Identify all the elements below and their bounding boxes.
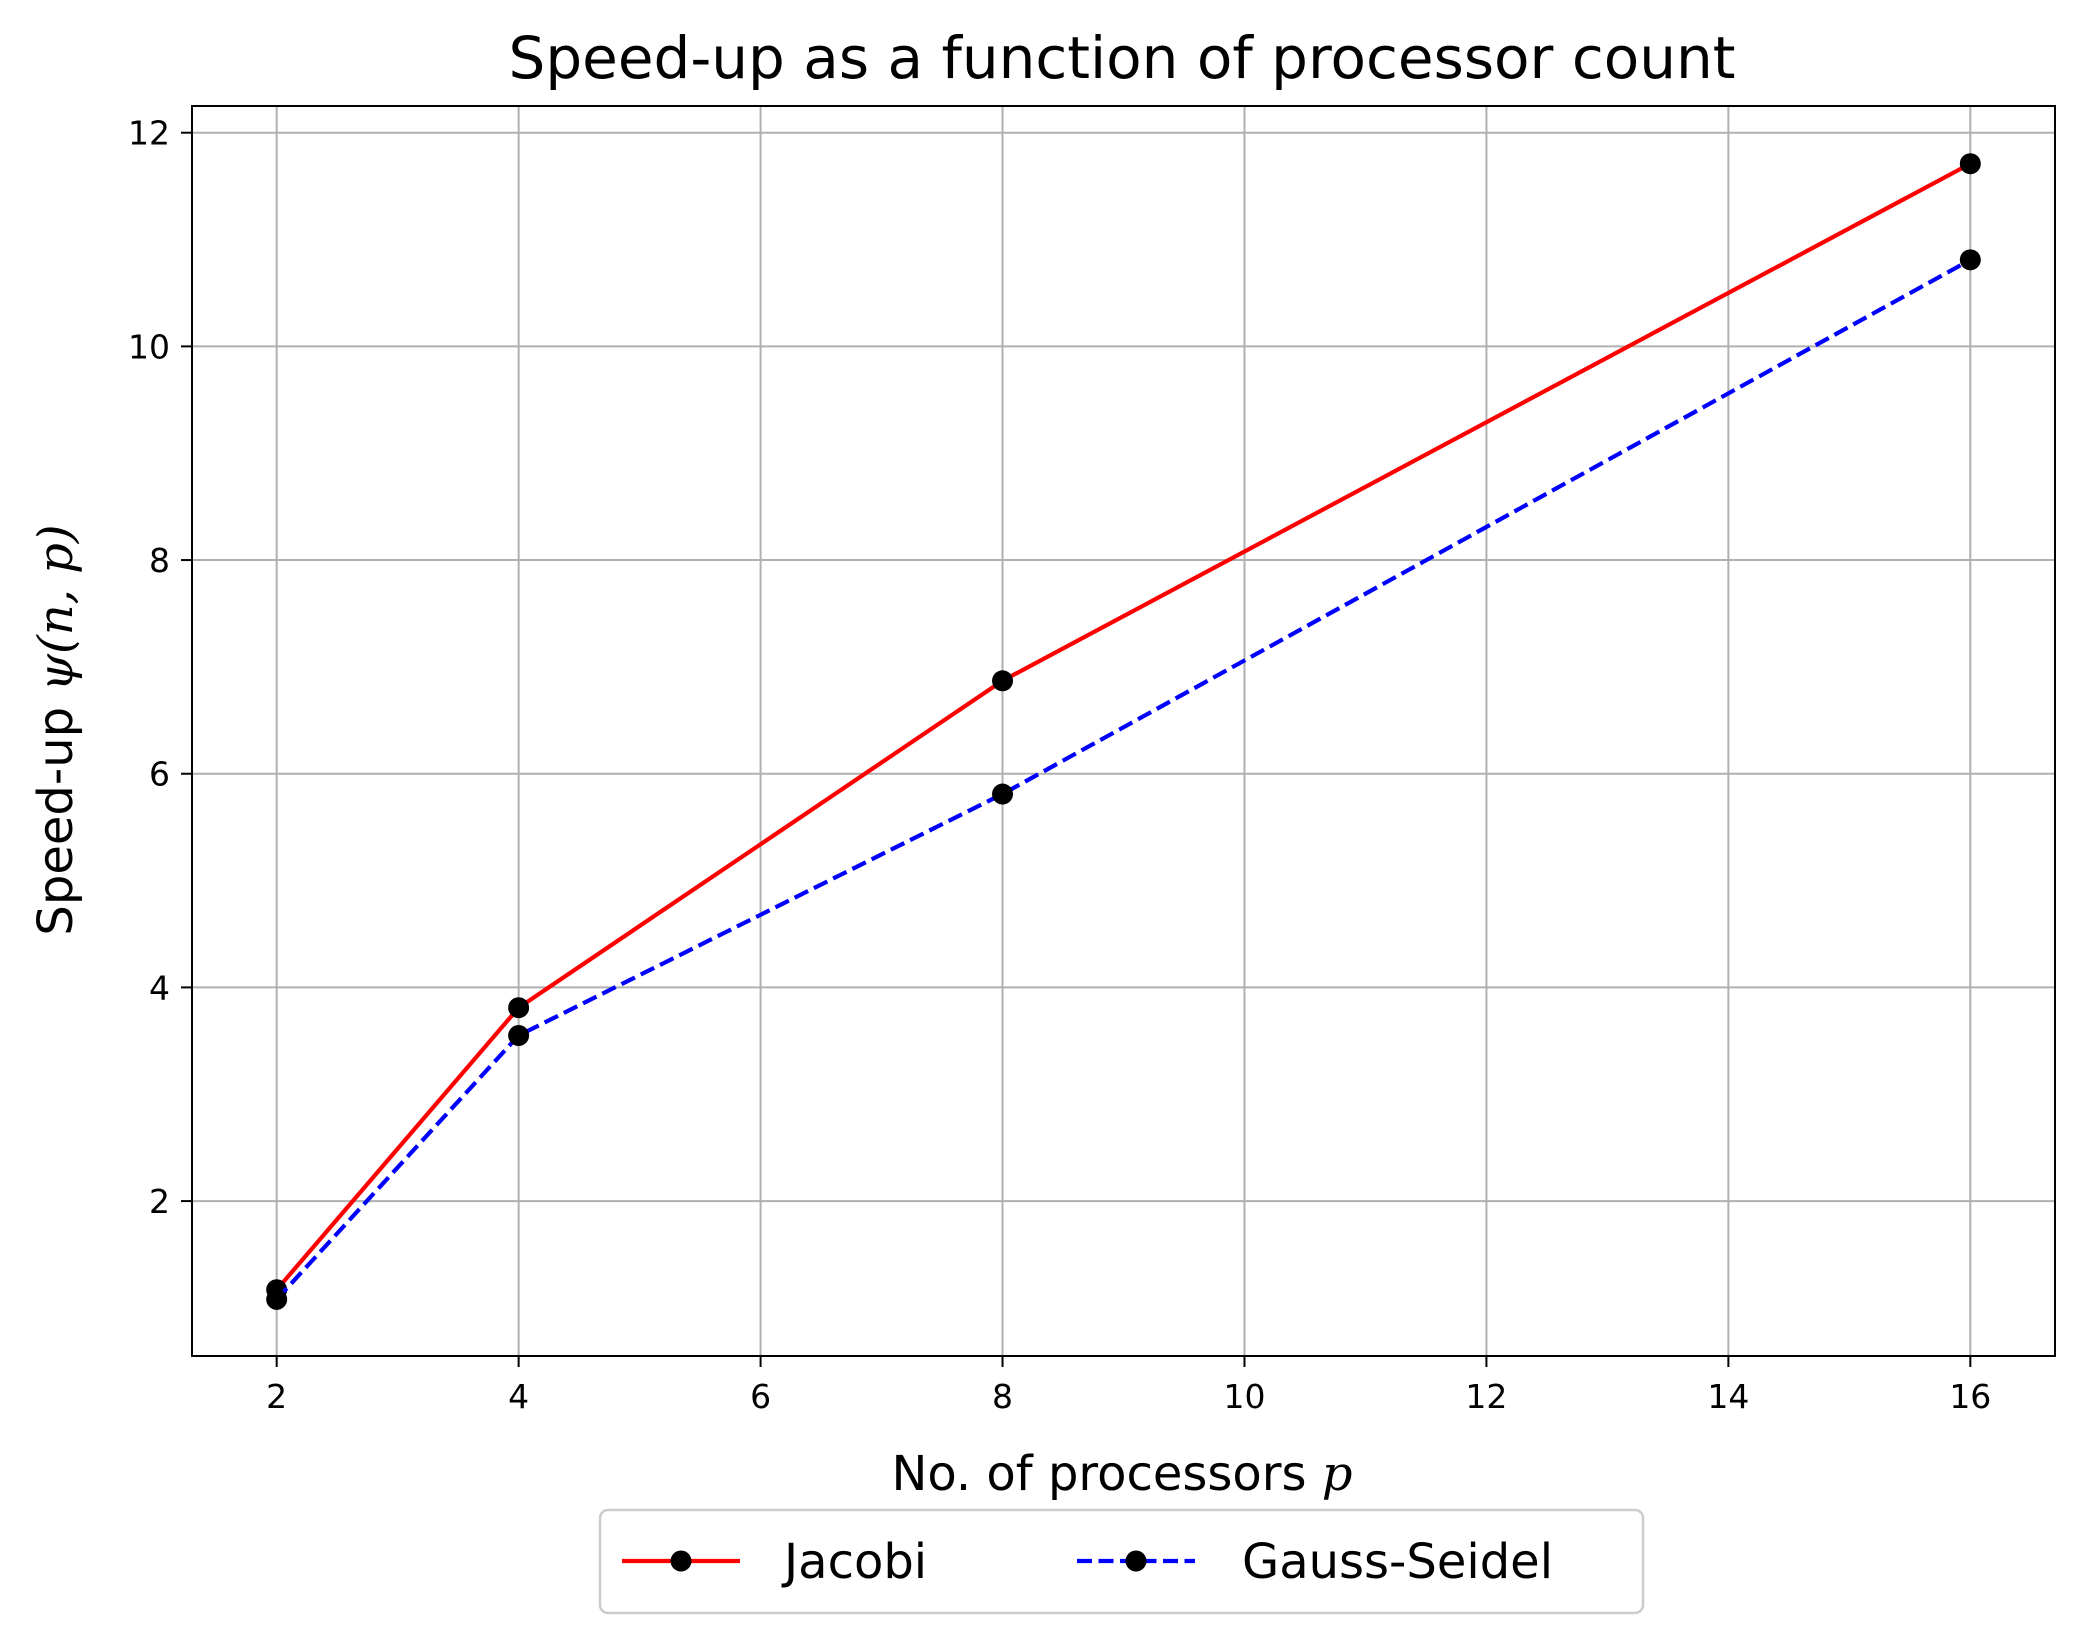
data-point-gauss-seidel (508, 1024, 530, 1046)
series-gauss-seidel (266, 249, 1981, 1310)
legend-marker-gauss-seidel (1125, 1550, 1147, 1572)
data-point-gauss-seidel (992, 783, 1014, 805)
y-tick-label: 8 (149, 541, 170, 580)
data-point-gauss-seidel (1959, 249, 1981, 271)
data-point-jacobi (992, 670, 1014, 692)
legend-entry-jacobi: Jacobi (622, 1534, 927, 1590)
x-axis-label: No. of processors p (891, 1446, 1352, 1502)
data-point-gauss-seidel (266, 1288, 288, 1310)
y-axis-label-symbol: ψ(n, p) (28, 524, 84, 691)
data-point-jacobi (1959, 153, 1981, 175)
x-axis-label-symbol: p (1322, 1446, 1353, 1502)
x-tick-label: 6 (750, 1377, 771, 1416)
x-tick-label: 8 (992, 1377, 1013, 1416)
x-tick-label: 16 (1949, 1377, 1991, 1416)
y-tick-label: 6 (149, 755, 170, 794)
x-tick-label: 12 (1465, 1377, 1507, 1416)
x-axis-label-text: No. of processors (891, 1446, 1321, 1502)
legend: Jacobi Gauss-Seidel (598, 1508, 1645, 1615)
plot-frame (191, 105, 2056, 1357)
x-tick-label: 10 (1223, 1377, 1265, 1416)
y-tick-label: 10 (128, 327, 170, 366)
ticks: 2 4 6 8 10 12 14 16 2 4 6 8 10 12 (128, 114, 1991, 1416)
y-axis-label-text: Speed-up (28, 692, 84, 936)
series-line-gauss-seidel (275, 258, 1972, 1301)
chart-title: Speed-up as a function of processor coun… (509, 24, 1736, 92)
grid (192, 106, 2055, 1356)
legend-label-jacobi: Jacobi (781, 1534, 927, 1590)
x-tick-label: 2 (266, 1377, 287, 1416)
y-tick-label: 2 (149, 1182, 170, 1221)
data-point-jacobi (508, 997, 530, 1019)
series-line-jacobi (275, 161, 1972, 1292)
y-tick-label: 12 (128, 114, 170, 153)
legend-label-gauss-seidel: Gauss-Seidel (1242, 1534, 1553, 1590)
series-layer (266, 153, 1981, 1310)
legend-marker-jacobi (670, 1550, 692, 1572)
x-tick-label: 14 (1707, 1377, 1749, 1416)
legend-entry-gauss-seidel: Gauss-Seidel (1077, 1534, 1553, 1590)
y-axis-label: Speed-up ψ(n, p) (28, 524, 84, 935)
y-tick-label: 4 (149, 968, 170, 1007)
x-tick-label: 4 (508, 1377, 529, 1416)
